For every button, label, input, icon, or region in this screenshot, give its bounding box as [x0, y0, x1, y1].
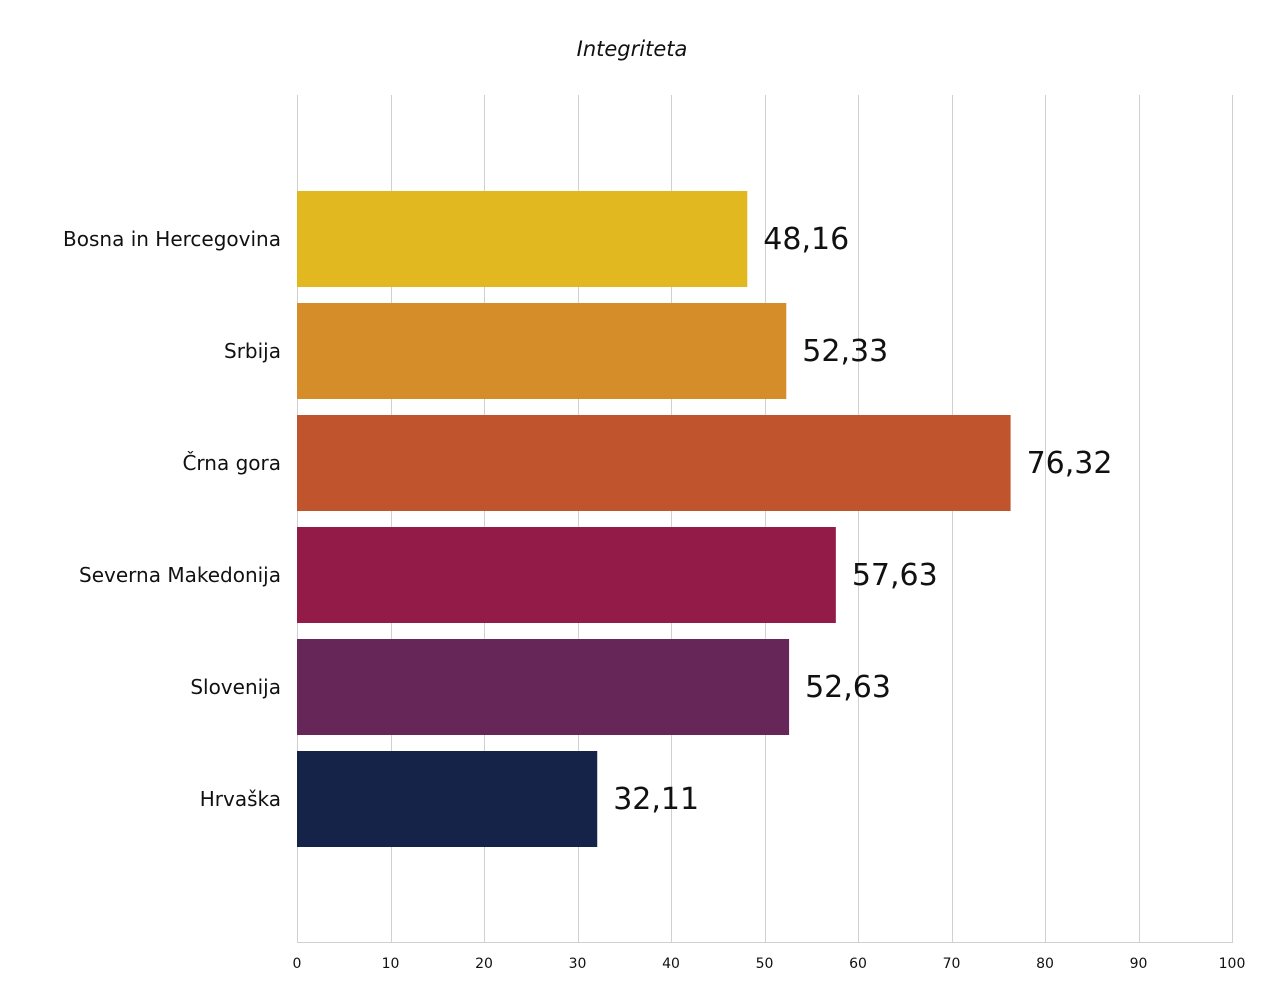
- x-tick-label: 50: [756, 956, 774, 972]
- x-tick-label: 20: [475, 956, 493, 972]
- x-tick-label: 100: [1219, 956, 1246, 972]
- bar: [297, 415, 1011, 511]
- bar-data-label: 32,11: [613, 782, 699, 817]
- bar: [297, 639, 790, 735]
- category-label: Srbija: [224, 339, 281, 363]
- category-label: Hrvaška: [200, 787, 281, 811]
- bar: [297, 303, 787, 399]
- bar: [297, 191, 748, 287]
- category-label: Slovenija: [190, 675, 281, 699]
- bar: [297, 527, 836, 623]
- chart-title: Integriteta: [577, 37, 688, 61]
- x-tick-label: 90: [1130, 956, 1148, 972]
- x-tick-label: 0: [293, 956, 302, 972]
- bar: [297, 751, 598, 847]
- bar-data-label: 76,32: [1027, 446, 1113, 481]
- bar-data-label: 52,63: [805, 670, 891, 705]
- x-tick-label: 80: [1036, 956, 1054, 972]
- x-tick-label: 70: [943, 956, 961, 972]
- bar-data-label: 57,63: [852, 558, 938, 593]
- category-label: Bosna in Hercegovina: [63, 227, 281, 251]
- bar-data-label: 48,16: [763, 222, 849, 257]
- x-tick-label: 60: [849, 956, 867, 972]
- category-label: Severna Makedonija: [79, 563, 281, 587]
- data-labels: 48,16 52,33 76,32 57,63 52,63 32,11: [613, 222, 1112, 817]
- x-tick-label: 10: [382, 956, 400, 972]
- category-label: Črna gora: [182, 451, 281, 475]
- x-axis-ticks: 0 10 20 30 40 50 60 70 80 90 100: [293, 956, 1246, 972]
- x-tick-label: 40: [662, 956, 680, 972]
- x-tick-label: 30: [569, 956, 587, 972]
- category-labels: Bosna in Hercegovina Srbija Črna gora Sever…: [63, 227, 281, 811]
- bars: [297, 191, 1011, 847]
- bar-data-label: 52,33: [802, 334, 888, 369]
